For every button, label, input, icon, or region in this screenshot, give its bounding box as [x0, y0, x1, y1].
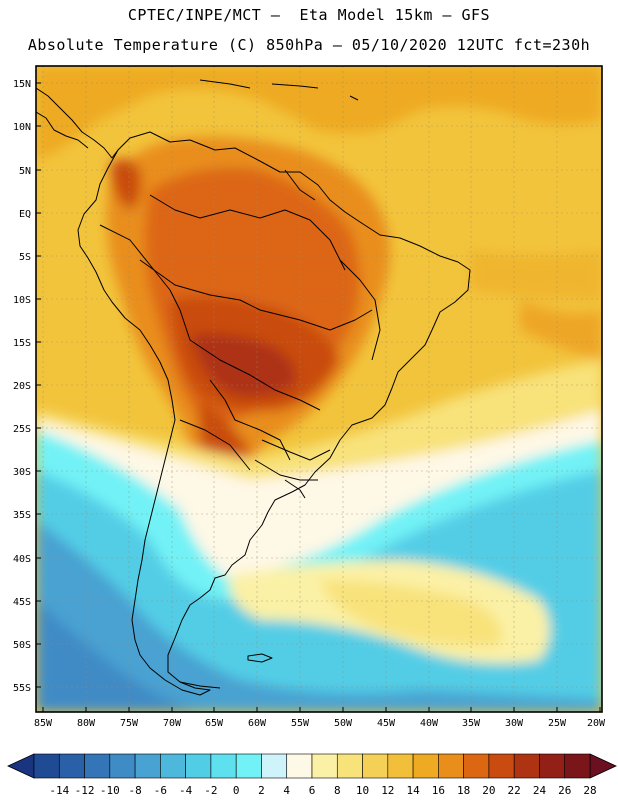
colorbar-cell — [336, 753, 363, 779]
lat-tick-label: 5N — [19, 166, 31, 177]
colorbar-cell — [438, 753, 464, 779]
colorbar-cell — [261, 753, 288, 779]
lon-tick-label: 60W — [248, 718, 267, 729]
colorbar-cell — [539, 753, 566, 779]
colorbar-label: 18 — [457, 784, 470, 797]
lon-tick-label: 20W — [587, 718, 606, 729]
lat-tick-label: 15S — [13, 338, 31, 349]
colorbar-label: 10 — [356, 784, 369, 797]
graticule — [36, 66, 602, 712]
lat-tick-label: 40S — [13, 554, 31, 565]
lat-tick-label: 20S — [13, 381, 31, 392]
colorbar-label: 26 — [558, 784, 571, 797]
colorbar-label: 22 — [508, 784, 521, 797]
lat-tick-label: 35S — [13, 510, 31, 521]
colorbar: -14 -12 -10 -8 -6 -4 -2 0 2 4 6 8 10 12 14 16 18 20 22 24 26… — [7, 753, 617, 797]
title-line-2: Absolute Temperature (C) 850hPa – 05/10/… — [27, 36, 591, 54]
colorbar-label: 28 — [583, 784, 596, 797]
colorbar-cell — [513, 753, 540, 779]
colorbar-cell — [109, 753, 136, 779]
map-frame — [35, 65, 603, 713]
colorbar-label: -14 — [49, 784, 69, 797]
colorbar-label: 6 — [309, 784, 316, 797]
lat-tick-label: 25S — [13, 424, 31, 435]
colorbar-label: 2 — [258, 784, 265, 797]
colorbar-cell — [311, 753, 338, 779]
lon-tick-label: 40W — [420, 718, 439, 729]
lat-tick-label: 45S — [13, 597, 31, 608]
colorbar-label: 4 — [283, 784, 290, 797]
lat-tick-label: EQ — [19, 209, 31, 220]
colorbar-cell — [160, 753, 186, 779]
colorbar-labels: -14 -12 -10 -8 -6 -4 -2 0 2 4 6 8 10 12 14 16 18 20 22 24 26… — [49, 784, 596, 797]
lon-tick-label: 70W — [163, 718, 182, 729]
colorbar-cell — [362, 753, 389, 779]
colorbar-label: 20 — [482, 784, 495, 797]
latitude-axis: 15N 10N 5N EQ 5S 10S 15S 20S 25S 30S 35S… — [13, 79, 41, 694]
colorbar-label: -8 — [128, 784, 141, 797]
colorbar-label: 14 — [406, 784, 420, 797]
lon-tick-label: 75W — [120, 718, 139, 729]
colorbar-cell — [134, 753, 161, 779]
colorbar-cell — [235, 753, 262, 779]
lon-tick-label: 30W — [505, 718, 524, 729]
lon-tick-label: 35W — [462, 718, 481, 729]
colorbar-cell — [84, 753, 111, 779]
colorbar-cell — [412, 753, 439, 779]
lon-tick-label: 65W — [205, 718, 224, 729]
lat-tick-label: 30S — [13, 467, 31, 478]
colorbar-cells — [33, 753, 591, 779]
lat-tick-label: 10S — [13, 295, 31, 306]
colorbar-label: -2 — [204, 784, 217, 797]
lat-tick-label: 10N — [13, 122, 31, 133]
colorbar-label: 16 — [432, 784, 445, 797]
lon-tick-label: 85W — [34, 718, 53, 729]
lat-tick-label: 55S — [13, 683, 31, 694]
lon-tick-label: 45W — [377, 718, 396, 729]
colorbar-low-arrow — [7, 753, 35, 779]
colorbar-label: 8 — [334, 784, 341, 797]
colorbar-cell — [210, 753, 237, 779]
colorbar-cell — [58, 753, 85, 779]
colorbar-label: 24 — [533, 784, 547, 797]
colorbar-cell — [463, 753, 490, 779]
colorbar-high-arrow — [589, 753, 617, 779]
colorbar-cell — [387, 753, 414, 779]
lon-tick-label: 25W — [548, 718, 567, 729]
lat-tick-label: 5S — [19, 252, 31, 263]
coastlines — [36, 79, 471, 696]
colorbar-label: -4 — [179, 784, 193, 797]
lon-tick-label: 50W — [334, 718, 353, 729]
colorbar-label: -10 — [100, 784, 120, 797]
colorbar-cell — [185, 753, 212, 779]
temperature-field — [36, 66, 602, 712]
colorbar-cell — [286, 753, 313, 779]
colorbar-label: 12 — [381, 784, 394, 797]
longitude-axis: 85W 80W 75W 70W 65W 60W 55W 50W 45W 40W … — [34, 707, 606, 729]
lat-tick-label: 15N — [13, 79, 31, 90]
colorbar-label: -6 — [154, 784, 167, 797]
title-line-1: CPTEC/INPE/MCT – Eta Model 15km – GFS — [127, 6, 491, 24]
colorbar-cell — [488, 753, 515, 779]
colorbar-cell — [33, 753, 60, 779]
lon-tick-label: 80W — [77, 718, 96, 729]
lat-tick-label: 50S — [13, 640, 31, 651]
lon-tick-label: 55W — [291, 718, 310, 729]
colorbar-label: -12 — [75, 784, 95, 797]
colorbar-cell — [564, 753, 591, 779]
colorbar-label: 0 — [233, 784, 240, 797]
